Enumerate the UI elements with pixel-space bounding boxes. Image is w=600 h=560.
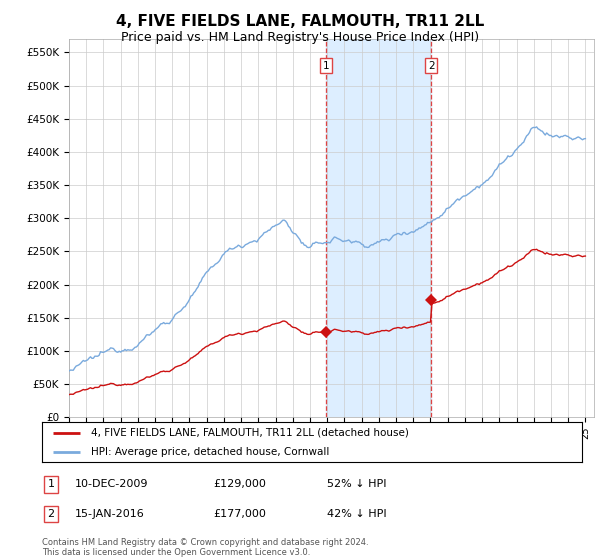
Text: 10-DEC-2009: 10-DEC-2009 (75, 479, 149, 489)
Text: 4, FIVE FIELDS LANE, FALMOUTH, TR11 2LL: 4, FIVE FIELDS LANE, FALMOUTH, TR11 2LL (116, 14, 484, 29)
Text: £177,000: £177,000 (213, 509, 266, 519)
Text: 2: 2 (428, 60, 434, 71)
Text: Price paid vs. HM Land Registry's House Price Index (HPI): Price paid vs. HM Land Registry's House … (121, 31, 479, 44)
Text: HPI: Average price, detached house, Cornwall: HPI: Average price, detached house, Corn… (91, 447, 329, 457)
Text: 42% ↓ HPI: 42% ↓ HPI (327, 509, 386, 519)
Text: 52% ↓ HPI: 52% ↓ HPI (327, 479, 386, 489)
Text: 4, FIVE FIELDS LANE, FALMOUTH, TR11 2LL (detached house): 4, FIVE FIELDS LANE, FALMOUTH, TR11 2LL … (91, 428, 409, 438)
Text: 15-JAN-2016: 15-JAN-2016 (75, 509, 145, 519)
Text: 1: 1 (323, 60, 329, 71)
Text: 2: 2 (47, 509, 55, 519)
Bar (326, 39, 431, 417)
Text: 1: 1 (47, 479, 55, 489)
Text: Contains HM Land Registry data © Crown copyright and database right 2024.
This d: Contains HM Land Registry data © Crown c… (42, 538, 368, 557)
Text: £129,000: £129,000 (213, 479, 266, 489)
